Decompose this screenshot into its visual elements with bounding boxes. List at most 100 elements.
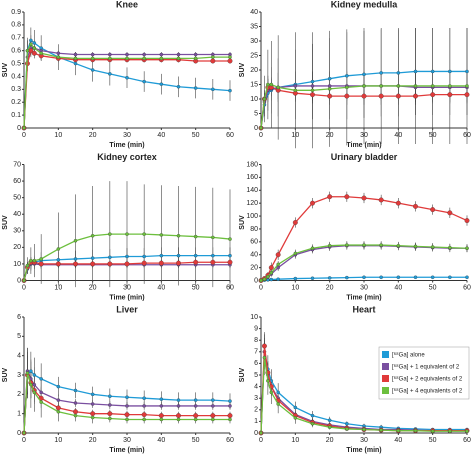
data-point: [73, 413, 78, 418]
data-point: [176, 404, 181, 408]
data-point: [142, 232, 146, 236]
y-tick-label: 40: [13, 211, 21, 218]
data-point: [228, 399, 232, 403]
series-line: [260, 196, 468, 282]
y-tick-label: 60: [250, 239, 258, 246]
legend-label: [⁶⁸Ga] + 2 equivalents of 2: [392, 376, 463, 383]
data-point: [396, 84, 401, 88]
x-tick-label: 60: [226, 437, 234, 444]
data-point: [269, 82, 274, 87]
data-point: [31, 50, 37, 56]
data-point: [29, 38, 33, 43]
x-tick-label: 50: [192, 132, 200, 139]
data-point: [176, 398, 181, 402]
series-line: [260, 70, 467, 129]
y-tick-label: 7: [254, 349, 258, 356]
data-point: [259, 126, 263, 130]
data-point: [269, 277, 274, 282]
data-point: [211, 253, 215, 258]
data-point: [125, 52, 129, 57]
x-tick-label: 10: [54, 132, 62, 139]
data-point: [413, 428, 418, 433]
data-point: [310, 88, 315, 93]
data-point: [327, 418, 332, 422]
data-point: [211, 398, 215, 402]
data-point: [125, 404, 129, 408]
y-tick-label: 20: [13, 244, 21, 251]
data-point: [107, 411, 113, 417]
x-tick-label: 10: [291, 284, 299, 291]
data-point: [269, 271, 274, 275]
x-tick-label: 50: [192, 284, 200, 291]
data-point: [447, 210, 453, 216]
data-point: [464, 218, 470, 224]
data-point: [29, 382, 33, 387]
x-tick-label: 10: [291, 437, 299, 444]
data-point: [276, 277, 280, 281]
x-tick-label: 30: [123, 132, 131, 139]
x-tick-label: 20: [89, 437, 97, 444]
x-tick-label: 30: [123, 437, 131, 444]
data-point: [39, 51, 43, 55]
x-tick-label: 20: [326, 284, 334, 291]
data-point: [361, 93, 367, 99]
y-tick-label: 10: [250, 314, 258, 321]
data-point: [447, 92, 453, 98]
data-point: [276, 390, 280, 395]
data-point: [430, 275, 435, 280]
y-tick-label: 4: [17, 353, 21, 360]
data-point: [345, 421, 349, 426]
y-tick-label: 0.6: [11, 48, 21, 55]
chart-title: Knee: [116, 0, 138, 9]
data-point: [193, 52, 198, 57]
data-point: [430, 84, 435, 88]
data-point: [193, 234, 198, 239]
data-point: [465, 429, 469, 434]
data-point: [345, 427, 349, 431]
y-tick-label: 2: [17, 391, 21, 398]
y-tick-label: 160: [246, 174, 258, 181]
data-point: [413, 93, 418, 99]
y-tick-label: 180: [246, 161, 258, 168]
data-point: [176, 253, 181, 258]
y-tick-label: 15: [250, 81, 258, 88]
data-point: [56, 258, 61, 262]
data-point: [73, 238, 78, 243]
data-point: [362, 84, 366, 88]
data-point: [125, 395, 129, 399]
data-point: [56, 384, 61, 389]
y-tick-label: 0: [254, 430, 258, 437]
data-point: [227, 259, 233, 265]
data-point: [430, 92, 436, 98]
x-tick-label: 10: [54, 437, 62, 444]
series-line: [23, 370, 231, 434]
data-point: [448, 275, 452, 280]
data-point: [310, 246, 315, 251]
data-point: [32, 41, 37, 45]
data-point: [124, 261, 130, 267]
data-point: [176, 260, 181, 266]
x-tick-label: 20: [89, 132, 97, 139]
data-point: [327, 425, 332, 429]
data-point: [430, 207, 436, 213]
data-point: [379, 275, 383, 280]
data-point: [39, 377, 43, 381]
data-point: [176, 85, 181, 89]
data-point: [293, 251, 298, 256]
x-axis-label: Time (min): [346, 294, 381, 301]
data-point: [142, 417, 146, 422]
y-tick-label: 25: [250, 52, 258, 59]
y-axis-label: SUV: [239, 62, 246, 77]
data-point: [361, 195, 367, 201]
data-point: [142, 404, 146, 408]
data-point: [108, 403, 112, 407]
data-point: [141, 412, 147, 418]
y-tick-label: 80: [250, 226, 258, 233]
x-tick-label: 40: [157, 437, 165, 444]
data-point: [73, 257, 78, 261]
data-point: [73, 56, 78, 61]
data-point: [430, 69, 435, 74]
data-point: [176, 417, 181, 422]
x-tick-label: 50: [429, 437, 437, 444]
x-tick-label: 20: [326, 437, 334, 444]
